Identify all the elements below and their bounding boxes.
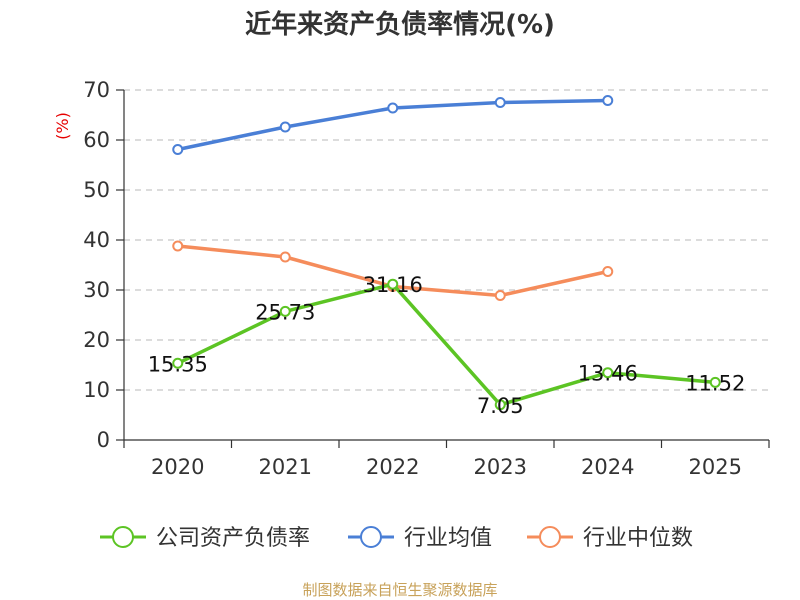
- source-note: 制图数据来自恒生聚源数据库: [302, 581, 497, 599]
- y-tick-label: 60: [83, 128, 110, 152]
- legend[interactable]: 公司资产负债率 行业均值 行业中位数: [100, 526, 693, 551]
- series-layer: [172, 95, 721, 411]
- series-point-2: [172, 240, 184, 252]
- legend-swatch-marker: [539, 526, 561, 548]
- chart-title: 近年来资产负债率情况(%): [245, 9, 555, 40]
- series-point-0: [494, 399, 506, 411]
- data-label: 25.73: [255, 300, 315, 324]
- x-tick-label: 2020: [151, 455, 204, 479]
- legend-swatch-marker: [112, 526, 134, 548]
- series-point-2: [279, 251, 291, 263]
- x-tick-label: 2025: [689, 455, 742, 479]
- y-axis-label: (%): [53, 112, 72, 140]
- series-point-0: [709, 376, 721, 388]
- data-label: 31.16: [363, 273, 423, 297]
- legend-label: 行业均值: [404, 526, 492, 551]
- legend-swatch-marker: [360, 526, 382, 548]
- series-line-0: [177, 282, 716, 407]
- data-label: 15.35: [148, 352, 208, 376]
- series-point-0: [279, 305, 291, 317]
- legend-label: 公司资产负债率: [156, 526, 310, 551]
- data-label: 11.52: [685, 371, 745, 395]
- series-point-1: [602, 95, 614, 106]
- data-label: 7.05: [477, 394, 524, 418]
- series-point-1: [172, 144, 184, 155]
- series-point-2: [494, 290, 506, 301]
- legend-item-0[interactable]: 公司资产负债率: [100, 526, 310, 551]
- y-tick-label: 70: [83, 78, 110, 102]
- x-tick-label: 2022: [366, 455, 419, 479]
- data-label: 13.46: [578, 362, 638, 386]
- y-tick-label: 20: [83, 328, 110, 352]
- legend-item-2[interactable]: 行业中位数: [527, 526, 693, 551]
- legend-label: 行业中位数: [583, 526, 693, 551]
- legend-item-1[interactable]: 行业均值: [348, 526, 492, 551]
- data-labels: 15.35 25.73 31.16 7.05 13.46 11.52: [148, 273, 746, 418]
- y-tick-label: 50: [83, 178, 110, 202]
- x-tick-label: 2024: [581, 455, 634, 479]
- axes: 0 10 20 30 40 50 60 70 2020 2021 2022 2023 2024 2025: [83, 78, 770, 479]
- series-point-0: [602, 367, 614, 379]
- series-point-2: [602, 266, 614, 277]
- series-point-0: [172, 357, 184, 369]
- x-tick-label: 2021: [259, 455, 312, 479]
- series-point-1: [279, 121, 291, 133]
- series-point-0: [387, 278, 399, 290]
- y-tick-label: 10: [83, 378, 110, 402]
- series-point-1: [387, 102, 399, 114]
- x-tick-label: 2023: [474, 455, 527, 479]
- series-point-1: [494, 97, 506, 108]
- y-tick-label: 40: [83, 228, 110, 252]
- y-tick-label: 30: [83, 278, 110, 302]
- y-tick-label: 0: [97, 428, 110, 452]
